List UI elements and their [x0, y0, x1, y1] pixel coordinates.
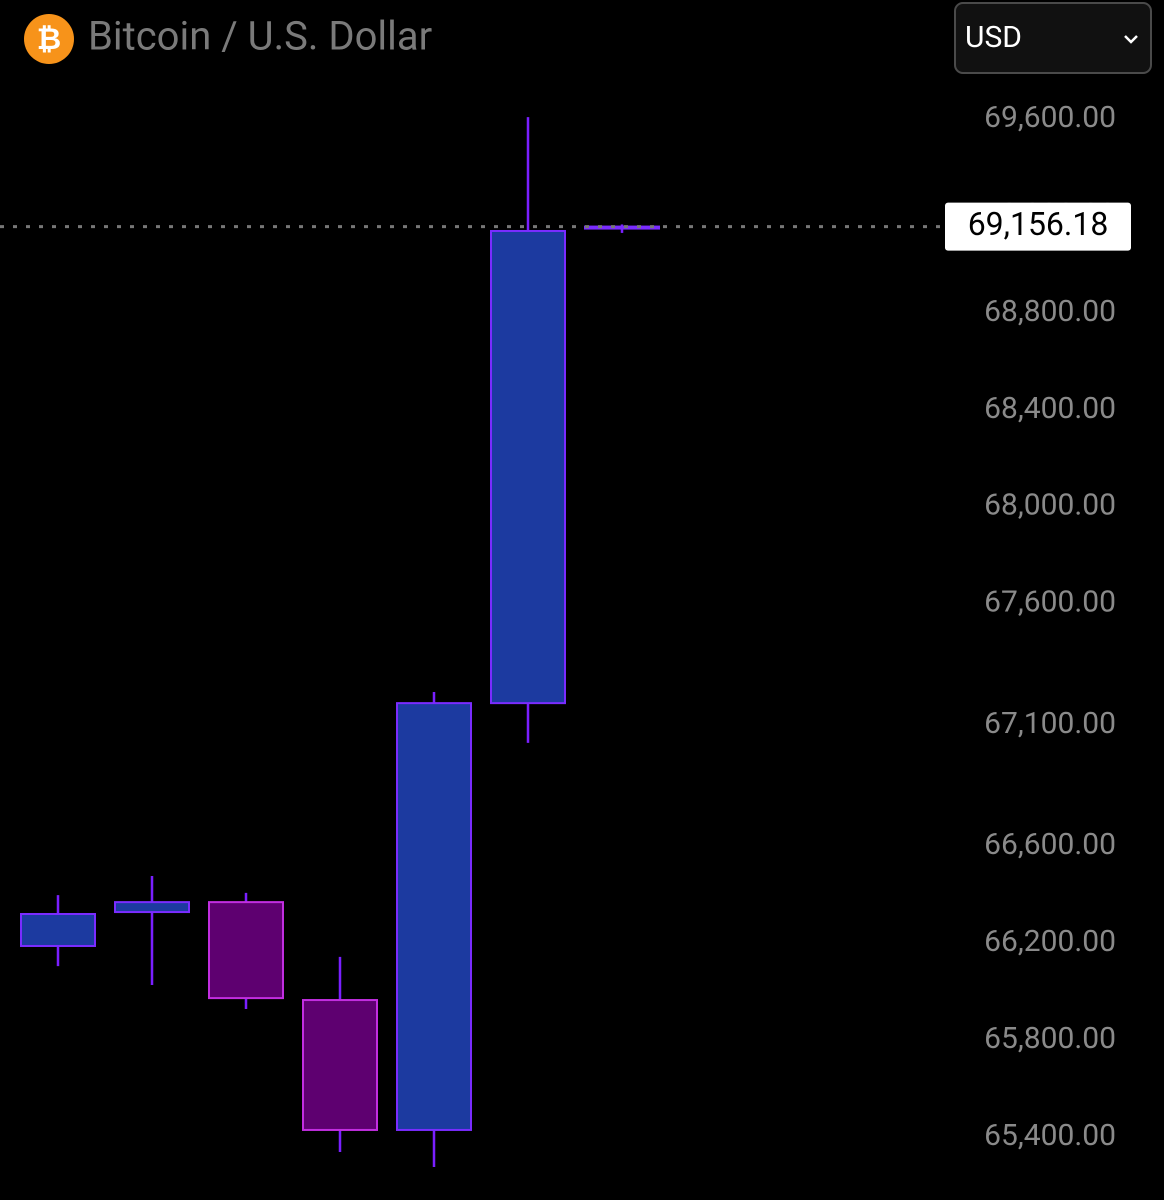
price-indicator: 69,156.18 [0, 202, 1131, 251]
candle-body [302, 999, 378, 1131]
y-tick-label: 66,200.00 [984, 924, 1116, 959]
y-tick-label: 67,600.00 [984, 585, 1116, 620]
y-axis: 65,400.00 65,800.00 66,200.00 66,600.00 67,1… [984, 100, 1116, 1153]
candle-body [396, 702, 472, 1131]
candle-body [490, 229, 566, 705]
plot-area [20, 117, 660, 1168]
dropdown-chevron[interactable] [1124, 35, 1138, 44]
bitcoin-icon-glyph: ₿ [37, 22, 61, 57]
bitcoin-icon [24, 14, 74, 64]
y-tick-label: 68,000.00 [984, 488, 1116, 523]
dropdown-value[interactable]: USD [965, 20, 1022, 55]
currency-dropdown[interactable]: USD [954, 2, 1152, 74]
y-tick-label: 65,800.00 [984, 1021, 1116, 1056]
candle-body [208, 901, 284, 1000]
candle-body [584, 225, 660, 230]
y-tick-label: 68,400.00 [984, 391, 1116, 426]
y-tick-label: 67,100.00 [984, 706, 1116, 741]
chart-title: Bitcoin / U.S. Dollar [88, 13, 432, 60]
y-tick-label: 69,600.00 [984, 100, 1116, 135]
candle-body [20, 912, 96, 947]
candle-body [114, 901, 190, 914]
y-tick-label: 68,800.00 [984, 294, 1116, 329]
dropdown-box[interactable] [954, 2, 1152, 74]
y-tick-label: 66,600.00 [984, 827, 1116, 862]
price-label-box [945, 202, 1131, 251]
price-label: 69,156.18 [968, 205, 1109, 243]
y-tick-label: 65,400.00 [984, 1118, 1116, 1153]
